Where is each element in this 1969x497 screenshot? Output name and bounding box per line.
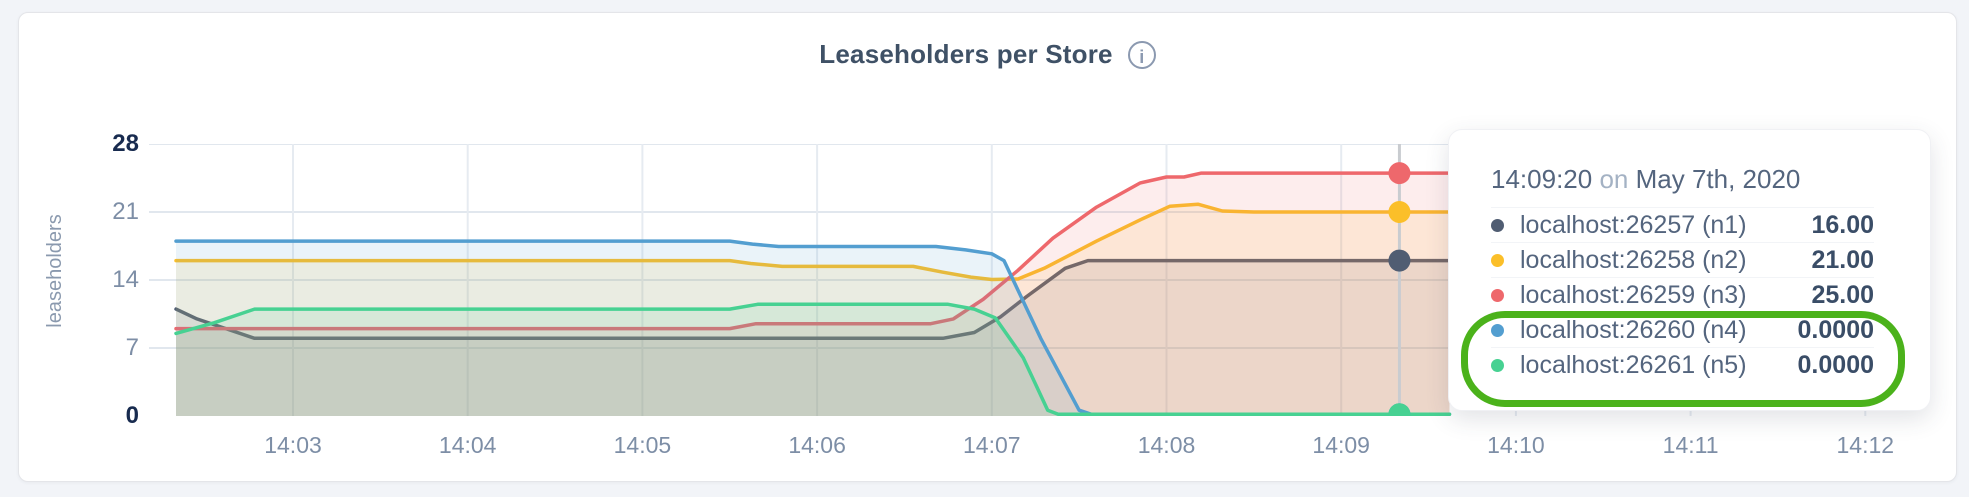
- tooltip-timestamp: 14:09:20 on May 7th, 2020: [1491, 164, 1874, 207]
- series-label-n2: localhost:26258 (n2): [1520, 245, 1747, 274]
- series-value-n3: 25.00: [1811, 280, 1874, 309]
- tooltip-conjunction: on: [1599, 164, 1629, 194]
- x-tick-label: 14:09: [1312, 432, 1370, 458]
- series-dot-n2: [1491, 253, 1504, 267]
- x-tick-label: 14:07: [963, 432, 1021, 458]
- x-tick-label: 14:03: [264, 432, 322, 458]
- x-tick-label: 14:08: [1137, 432, 1196, 458]
- chart-title: Leaseholders per Store: [819, 39, 1113, 69]
- series-area-n5: [176, 304, 1450, 416]
- chart-header: Leaseholders per Store i: [19, 39, 1956, 70]
- series-value-n2: 21.00: [1811, 245, 1874, 274]
- series-line-n4: [174, 239, 1452, 416]
- hover-dot-n1: [1388, 249, 1411, 272]
- plot-area[interactable]: [149, 144, 1906, 416]
- hover-tooltip: 14:09:20 on May 7th, 2020 localhost:2625…: [1448, 129, 1931, 411]
- series-label-n1: localhost:26257 (n1): [1520, 210, 1747, 239]
- y-tick-label: 7: [125, 334, 139, 361]
- x-tick-label: 14:11: [1662, 432, 1719, 458]
- series-label-n3: localhost:26259 (n3): [1520, 280, 1747, 309]
- series-dot-n5: [1491, 358, 1504, 372]
- y-tick-label: 0: [125, 402, 139, 429]
- series-line-n2: [174, 202, 1452, 282]
- series-line-n3: [174, 171, 1452, 331]
- tooltip-date: May 7th, 2020: [1635, 164, 1801, 194]
- y-tick-label: 28: [112, 130, 139, 157]
- tooltip-row-n1: localhost:26257 (n1) 16.00: [1491, 207, 1874, 242]
- tooltip-row-n3: localhost:26259 (n3) 25.00: [1491, 277, 1874, 312]
- series-area-n2: [176, 204, 1450, 416]
- x-tick-label: 14:06: [788, 432, 846, 458]
- series-dot-n4: [1491, 323, 1504, 337]
- tooltip-time: 14:09:20: [1491, 164, 1593, 194]
- x-tick-label: 14:05: [613, 432, 672, 458]
- x-tick-label: 14:10: [1487, 432, 1545, 458]
- x-tick-label: 14:04: [438, 432, 497, 458]
- series-dot-n3: [1491, 288, 1504, 302]
- info-icon[interactable]: i: [1127, 40, 1156, 69]
- tooltip-row-n4: localhost:26260 (n4) 0.0000: [1491, 312, 1874, 347]
- hover-dot-n3: [1388, 162, 1411, 185]
- hover-dot-n2: [1388, 201, 1411, 223]
- series-dot-n1: [1491, 218, 1504, 232]
- series-value-n4: 0.0000: [1797, 315, 1874, 344]
- series-value-n5: 0.0000: [1797, 350, 1874, 379]
- series-label-n4: localhost:26260 (n4): [1520, 315, 1747, 344]
- series-value-n1: 16.00: [1811, 210, 1874, 239]
- tooltip-row-n2: localhost:26258 (n2) 21.00: [1491, 242, 1874, 277]
- tooltip-row-n5: localhost:26261 (n5) 0.0000: [1491, 347, 1874, 382]
- hover-dot-n5: [1388, 403, 1411, 416]
- y-tick-label: 14: [112, 266, 139, 293]
- series-line-n5: [174, 302, 1452, 416]
- series-area-n3: [176, 173, 1450, 416]
- x-tick-label: 14:12: [1836, 432, 1895, 458]
- series-area-n4: [176, 241, 1450, 416]
- y-tick-label: 21: [112, 198, 139, 225]
- series-label-n5: localhost:26261 (n5): [1520, 350, 1747, 379]
